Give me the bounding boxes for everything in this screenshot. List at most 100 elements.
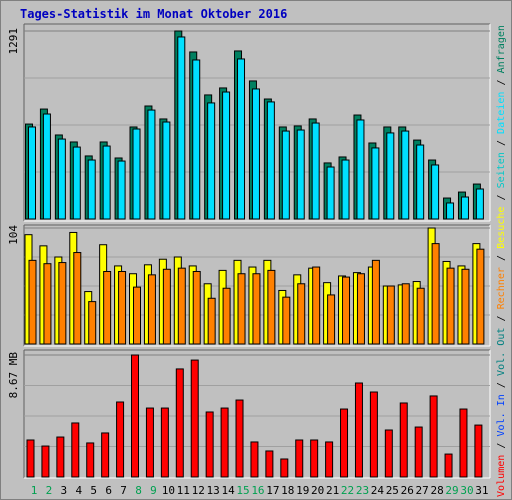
y-tick-label: 1291	[7, 28, 20, 55]
x-tick-label: 16	[251, 484, 264, 497]
bar	[461, 268, 470, 345]
x-tick-label: 3	[61, 484, 68, 497]
bar	[102, 145, 111, 220]
bar	[281, 130, 290, 220]
bar	[116, 401, 125, 478]
bar	[327, 294, 336, 345]
bar	[267, 269, 276, 345]
bar	[235, 399, 244, 478]
bar	[282, 296, 291, 345]
bar	[384, 429, 393, 478]
bar	[311, 122, 320, 220]
bar	[175, 368, 184, 478]
legend-entry: Anfragen	[496, 25, 507, 73]
bar	[474, 424, 483, 478]
bar	[475, 188, 484, 220]
x-tick-label: 23	[356, 484, 369, 497]
bar	[325, 441, 334, 478]
bar	[145, 407, 154, 478]
bar	[56, 436, 65, 478]
bar	[237, 58, 246, 220]
bar	[147, 274, 156, 345]
legend-entry: Rechner	[496, 267, 507, 309]
bar	[399, 402, 408, 478]
x-tick-label: 21	[326, 484, 339, 497]
legend-entry: Volumen	[496, 455, 507, 497]
bar	[416, 144, 425, 220]
bar	[431, 243, 440, 345]
x-tick-label: 12	[192, 484, 205, 497]
x-tick-label: 8	[135, 484, 142, 497]
bar	[42, 113, 51, 220]
legend-separator: /	[496, 249, 507, 267]
bar	[88, 301, 97, 345]
x-tick-label: 11	[177, 484, 190, 497]
y-tick-label: 104	[7, 225, 20, 245]
bar	[251, 88, 260, 220]
x-tick-label: 6	[105, 484, 112, 497]
y-tick-label: 8.67 MB	[7, 352, 20, 399]
x-tick-label: 27	[416, 484, 429, 497]
legend: Volumen / Vol. In / Vol. Out / Rechner /…	[496, 25, 507, 497]
bar	[340, 408, 349, 478]
x-tick-label: 10	[162, 484, 175, 497]
legend-entry: Seiten	[496, 152, 507, 188]
x-tick-label: 19	[296, 484, 309, 497]
bar	[459, 408, 468, 478]
bar	[401, 283, 410, 345]
bar	[162, 268, 171, 345]
bar	[72, 146, 81, 220]
bar	[312, 266, 321, 345]
bar	[296, 129, 305, 220]
x-tick-label: 1	[31, 484, 38, 497]
bar	[28, 126, 36, 220]
bar	[43, 263, 52, 345]
x-tick-label: 20	[311, 484, 324, 497]
legend-entry: Vol. In	[496, 394, 507, 436]
bar	[354, 382, 363, 478]
bar	[222, 91, 231, 220]
x-tick-label: 25	[386, 484, 399, 497]
bar	[371, 259, 380, 345]
legend-entry: Besuche	[496, 207, 507, 249]
bar	[133, 286, 142, 345]
bar	[117, 160, 126, 220]
bar	[220, 407, 229, 478]
bar	[101, 432, 110, 478]
bar	[162, 121, 171, 220]
x-tick-label: 2	[46, 484, 53, 497]
bar	[103, 271, 112, 345]
bar	[265, 450, 274, 478]
bar	[414, 426, 423, 478]
bar	[476, 248, 485, 345]
x-tick-label: 18	[281, 484, 294, 497]
bar	[58, 262, 67, 345]
bar	[446, 267, 455, 345]
bar	[266, 101, 275, 220]
bar	[118, 271, 127, 345]
bar	[71, 422, 80, 478]
bar	[192, 59, 201, 220]
legend-separator: /	[496, 134, 507, 152]
bar	[326, 166, 335, 220]
bar	[446, 202, 455, 220]
bar	[28, 259, 37, 345]
bar	[192, 271, 201, 345]
legend-separator: /	[496, 188, 507, 206]
bar	[297, 283, 306, 345]
x-tick-label: 14	[221, 484, 235, 497]
x-tick-label: 9	[150, 484, 157, 497]
legend-entry: Vol. Out	[496, 328, 507, 376]
x-tick-label: 7	[120, 484, 127, 497]
bar	[160, 407, 169, 478]
bar	[356, 273, 365, 345]
x-tick-label: 13	[207, 484, 220, 497]
bar	[429, 395, 438, 478]
bar	[310, 439, 319, 478]
bar	[205, 411, 214, 478]
bar	[131, 354, 140, 478]
x-tick-label: 30	[460, 484, 473, 497]
x-tick-label: 24	[371, 484, 385, 497]
bar	[237, 273, 246, 345]
chart-title: Tages-Statistik im Monat Oktober 2016	[20, 7, 287, 21]
